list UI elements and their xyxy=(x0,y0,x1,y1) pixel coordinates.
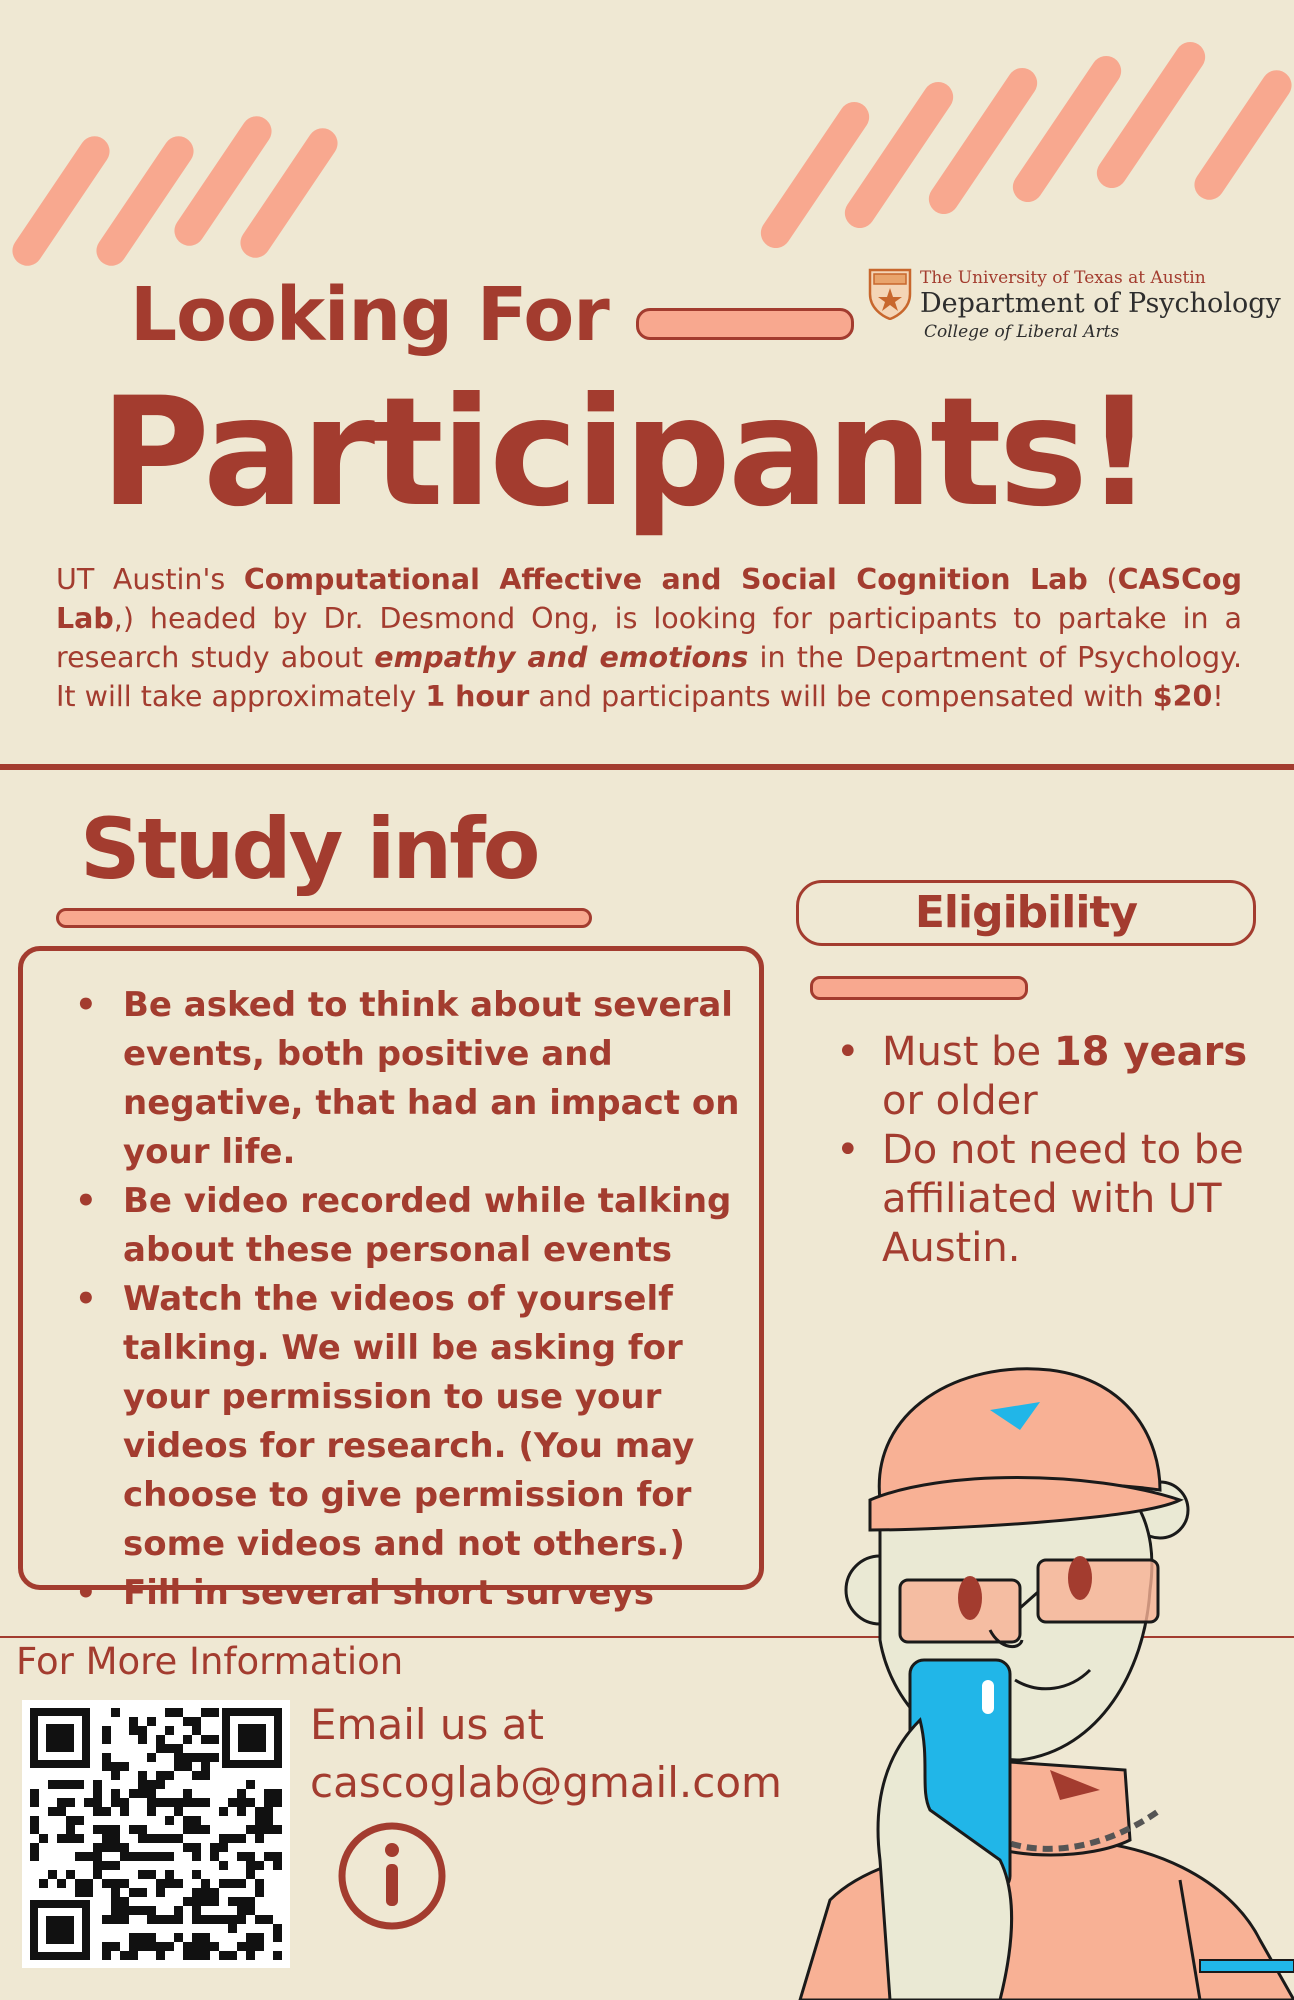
header-pill-decor xyxy=(636,308,854,340)
list-item: Be video recorded while talking about th… xyxy=(63,1177,743,1275)
logo-college: College of Liberal Arts xyxy=(924,322,1120,342)
person-illustration xyxy=(798,1367,1294,2000)
logo-department: Department of Psychology xyxy=(920,288,1281,319)
list-item: Watch the videos of yourself talking. We… xyxy=(63,1275,743,1569)
email-info: Email us at cascoglab@gmail.com xyxy=(310,1696,782,1812)
list-item: Do not need to be affiliated with UT Aus… xyxy=(828,1126,1248,1273)
study-duration: 1 hour xyxy=(425,680,530,713)
looking-for-heading: Looking For xyxy=(130,272,610,358)
ut-shield-icon xyxy=(868,268,912,320)
list-item: Fill in several short surveys xyxy=(63,1569,743,1618)
eligibility-heading: Eligibility xyxy=(796,880,1256,946)
lab-short-name: CASCog Lab xyxy=(56,563,1243,635)
email-label: Email us at xyxy=(310,1700,544,1749)
list-item: Be asked to think about several events, … xyxy=(63,981,743,1177)
eligibility-underline xyxy=(810,976,1028,1000)
section-divider xyxy=(0,764,1294,770)
eligibility-list: Must be 18 years or older Do not need to… xyxy=(828,1028,1248,1273)
compensation: $20 xyxy=(1152,680,1213,713)
study-info-box: Be asked to think about several events, … xyxy=(18,946,764,1618)
study-topic: empathy and emotions xyxy=(374,641,749,674)
email-address[interactable]: cascoglab@gmail.com xyxy=(310,1758,782,1807)
lab-name: Computational Affective and Social Cogni… xyxy=(243,563,1088,596)
logo-university: The University of Texas at Austin xyxy=(920,268,1206,288)
more-info-heading: For More Information xyxy=(16,1640,404,1683)
footer-divider xyxy=(0,1636,1294,1638)
qr-code[interactable] xyxy=(22,1700,290,1968)
intro-paragraph: UT Austin's Computational Affective and … xyxy=(56,563,1243,713)
study-info-list: Be asked to think about several events, … xyxy=(63,981,743,1618)
study-info-underline xyxy=(56,908,592,928)
list-item: Must be 18 years or older xyxy=(828,1028,1248,1126)
participants-heading: Participants! xyxy=(100,366,1153,540)
study-info-heading: Study info xyxy=(80,800,540,898)
info-icon xyxy=(338,1822,446,1930)
